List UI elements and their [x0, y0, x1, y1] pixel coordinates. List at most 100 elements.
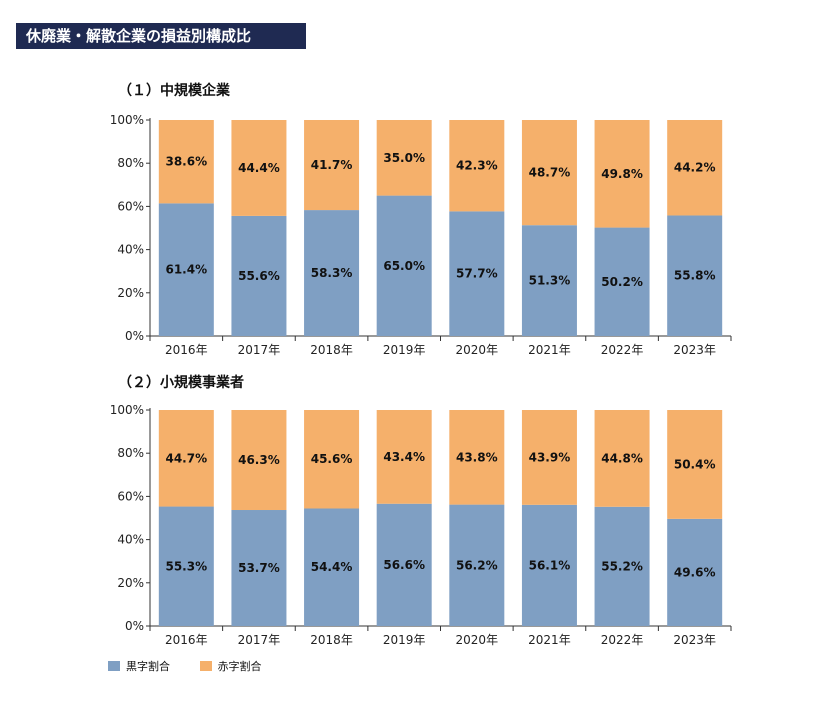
bar-profit [667, 215, 723, 336]
bar-profit [376, 195, 432, 336]
bar-loss [158, 410, 214, 507]
y-tick-label: 100% [110, 113, 144, 127]
x-tick-label: 2016年 [165, 343, 208, 357]
y-tick-label: 100% [110, 403, 144, 417]
x-tick-label: 2023年 [673, 343, 716, 357]
bar-loss [667, 120, 723, 216]
data-label: 44.8% [601, 451, 643, 465]
legend-swatch-profit [108, 661, 120, 671]
x-tick-label: 2021年 [528, 633, 571, 647]
data-label: 55.3% [165, 559, 207, 573]
data-label: 49.6% [674, 565, 716, 579]
y-tick-label: 20% [117, 286, 144, 300]
bar-loss [304, 120, 360, 211]
bar-profit [231, 215, 287, 336]
bar-profit [304, 210, 360, 336]
bar-loss [231, 410, 287, 511]
bar-loss [304, 410, 360, 509]
bar-profit [521, 225, 577, 336]
y-tick-label: 60% [117, 489, 144, 503]
chart1-medium-enterprises: 0% 20% 40% 60% 80% 100% 2016年 2017年 2018年 2019年 20… [110, 113, 732, 357]
y-tick-label: 0% [125, 619, 144, 633]
x-tick-label: 2022年 [601, 633, 644, 647]
bar-profit [304, 508, 360, 626]
x-tick-label: 2023年 [673, 633, 716, 647]
data-label: 56.6% [383, 558, 425, 572]
y-tick-label: 80% [117, 156, 144, 170]
bar-loss [521, 410, 577, 505]
legend-swatch-loss [199, 661, 212, 671]
bar-loss [231, 120, 287, 216]
y-tick-label: 0% [125, 329, 144, 343]
legend: 黒字割合 赤字割合 [108, 658, 288, 674]
data-label: 51.3% [529, 274, 571, 288]
data-label: 61.4% [165, 263, 207, 277]
y-tick-label: 40% [117, 533, 144, 547]
bar-profit [158, 506, 214, 626]
bar-loss [667, 410, 723, 519]
data-label: 55.8% [674, 269, 716, 283]
data-label: 55.6% [238, 269, 280, 283]
data-label: 55.2% [601, 559, 643, 573]
bar-profit [449, 211, 505, 336]
x-tick-label: 2019年 [383, 633, 426, 647]
data-label: 42.3% [456, 159, 498, 173]
bar-profit [594, 227, 650, 336]
data-label: 43.8% [456, 450, 498, 464]
data-label: 65.0% [383, 259, 425, 273]
page-title: 休廃業・解散企業の損益別構成比 [16, 23, 306, 49]
bar-profit [521, 504, 577, 626]
bar-loss [594, 410, 650, 507]
bar-loss [376, 120, 432, 196]
y-tick-label: 40% [117, 243, 144, 257]
x-tick-label: 2020年 [456, 633, 499, 647]
x-tick-label: 2022年 [601, 343, 644, 357]
data-label: 41.7% [311, 158, 353, 172]
legend-item-profit: 黒字割合 [108, 658, 170, 674]
chart2-small-businesses: 0% 20% 40% 60% 80% 100% 2016年 2017年 2018年 2019年 20… [110, 403, 732, 647]
x-tick-label: 2021年 [528, 343, 571, 357]
data-label: 48.7% [529, 166, 571, 180]
data-label: 35.0% [383, 151, 425, 165]
x-tick-label: 2017年 [238, 343, 281, 357]
bar-profit [376, 503, 432, 626]
x-tick-label: 2017年 [238, 633, 281, 647]
legend-label-loss: 赤字割合 [217, 660, 262, 673]
x-tick-label: 2018年 [310, 633, 353, 647]
legend-item-loss: 赤字割合 [199, 658, 262, 674]
chart2-title: （２）小規模事業者 [118, 375, 244, 391]
data-label: 56.2% [456, 558, 498, 572]
data-label: 57.7% [456, 267, 498, 281]
data-label: 53.7% [238, 561, 280, 575]
bar-loss [376, 410, 432, 504]
data-label: 50.4% [674, 457, 716, 471]
x-tick-label: 2020年 [456, 343, 499, 357]
data-label: 43.4% [383, 450, 425, 464]
bar-profit [594, 506, 650, 626]
bar-loss [594, 120, 650, 228]
x-tick-label: 2019年 [383, 343, 426, 357]
data-label: 44.4% [238, 161, 280, 175]
chart1-title: （１）中規模企業 [118, 83, 230, 99]
y-tick-label: 20% [117, 576, 144, 590]
bar-loss [521, 120, 577, 226]
bar-profit [667, 518, 723, 626]
data-label: 56.1% [529, 558, 571, 572]
bar-profit [158, 203, 214, 336]
x-tick-label: 2016年 [165, 633, 208, 647]
data-label: 44.7% [165, 451, 207, 465]
data-label: 38.6% [165, 155, 207, 169]
data-label: 46.3% [238, 453, 280, 467]
x-tick-label: 2018年 [310, 343, 353, 357]
y-tick-label: 80% [117, 446, 144, 460]
bar-profit [449, 504, 505, 626]
data-label: 45.6% [311, 452, 353, 466]
bar-loss [449, 410, 505, 505]
data-label: 44.2% [674, 161, 716, 175]
data-label: 50.2% [601, 275, 643, 289]
data-label: 43.9% [529, 450, 571, 464]
data-label: 49.8% [601, 167, 643, 181]
y-tick-label: 60% [117, 199, 144, 213]
bar-loss [449, 120, 505, 212]
bar-profit [231, 510, 287, 626]
